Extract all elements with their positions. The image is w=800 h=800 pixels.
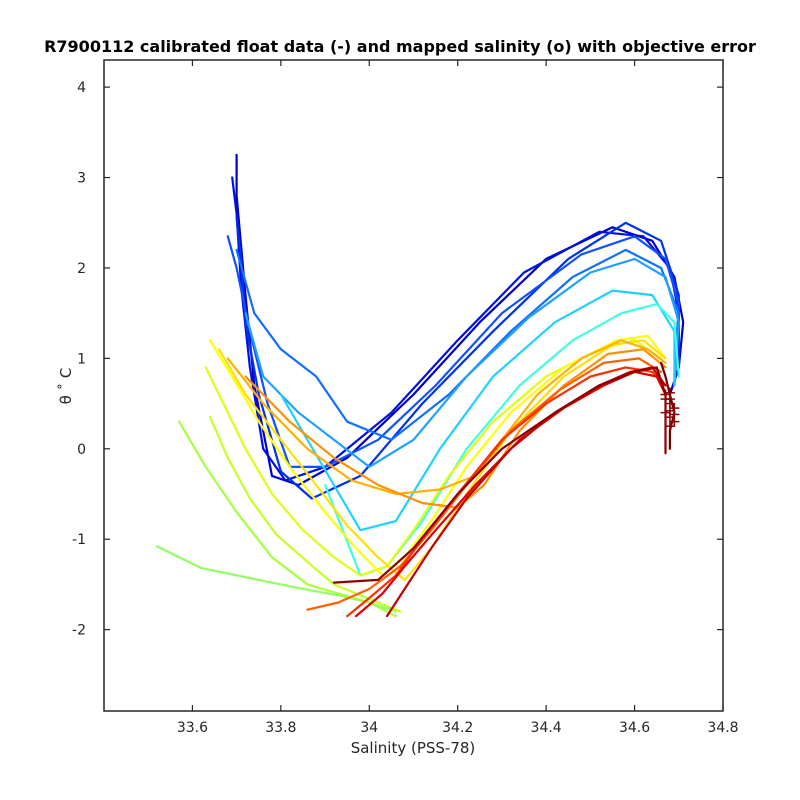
y-tick-label-1: -1: [72, 532, 86, 548]
series-line-17: [346, 366, 667, 618]
x-tick-label-5: 34.6: [619, 720, 650, 736]
series-line-7: [324, 303, 680, 577]
x-tick-label-3: 34.2: [442, 720, 473, 736]
series-line-9: [178, 420, 397, 618]
x-tick-label-0: 33.6: [177, 720, 208, 736]
x-tick-label-2: 34: [360, 720, 378, 736]
plot-frame: [103, 59, 724, 712]
series-line-6: [279, 289, 676, 532]
data-layer: [156, 153, 685, 618]
chart-title: R7900112 calibrated float data (-) and m…: [44, 37, 756, 56]
y-axis-label: θ ˚ C: [57, 368, 75, 405]
series-line-19: [385, 366, 667, 618]
series-line-4: [235, 248, 680, 441]
series-line-21: [659, 361, 676, 450]
y-tick-label-3: 1: [77, 351, 86, 367]
mapped-salinity-marker-10: [664, 387, 675, 398]
y-tick-label-0: -2: [72, 623, 86, 639]
series-line-10: [209, 416, 402, 613]
series-line-18: [354, 370, 667, 618]
series-line-8: [156, 545, 397, 613]
series-line-0: [235, 153, 685, 487]
series-line-2: [235, 217, 680, 500]
x-tick-label-4: 34.4: [531, 720, 562, 736]
y-tick-label-5: 3: [77, 171, 86, 187]
y-tick-label-6: 4: [77, 80, 86, 96]
mapped-salinity-marker-11: [669, 409, 680, 420]
series-line-1: [231, 176, 680, 482]
x-tick-label-6: 34.8: [707, 720, 738, 736]
mapped-salinity-marker-8: [660, 394, 671, 405]
series-line-20: [332, 366, 667, 584]
y-tick-label-2: 0: [77, 442, 86, 458]
x-tick-label-1: 33.8: [265, 720, 296, 736]
series-line-15: [244, 348, 667, 509]
series-line-5: [244, 257, 680, 468]
y-tick-label-4: 2: [77, 261, 86, 277]
mapped-salinity-marker-4: [660, 407, 671, 418]
mapped-salinity-marker-7: [664, 421, 675, 432]
series-line-13: [217, 339, 667, 582]
x-axis-label: Salinity (PSS-78): [351, 739, 476, 757]
